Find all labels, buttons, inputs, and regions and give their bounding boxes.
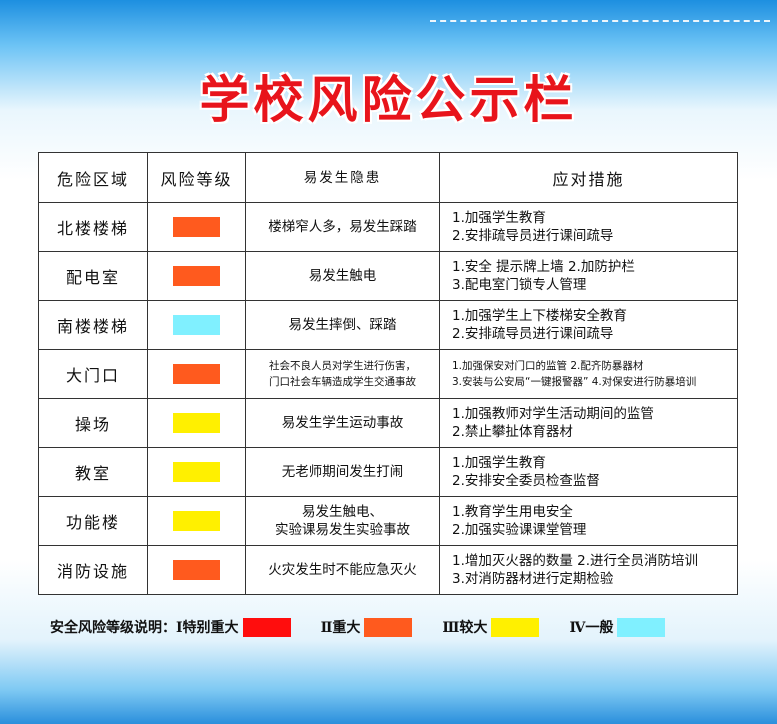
measure-line: 1.教育学生用电安全 [452, 504, 573, 520]
level-cell [147, 447, 246, 497]
hazard-line: 社会不良人员对学生进行伤害， [269, 360, 416, 372]
measure-line: 2.安排疏导员进行课间疏导 [452, 326, 614, 342]
hazard-line: 楼梯窄人多，易发生踩踏 [268, 219, 417, 235]
hazard-cell: 楼梯窄人多，易发生踩踏 [245, 202, 440, 252]
hazard-cell: 易发生摔倒、踩踏 [245, 300, 440, 350]
level-cell [147, 300, 246, 350]
level-cell [147, 398, 246, 448]
table-row: 消防设施 火灾发生时不能应急灭火 1.增加灭火器的数量 2.进行全员消防培训 3.对消… [38, 545, 738, 595]
table-row: 大门口 社会不良人员对学生进行伤害， 门口社会车辆造成学生交通事故 1.加强保安对门口… [38, 349, 738, 399]
hazard-cell: 火灾发生时不能应急灭火 [245, 545, 440, 595]
risk-table: 危险区域 风险等级 易发生隐患 应对措施 北楼楼梯 楼梯窄人多，易发生踩踏 1.加强… [38, 152, 738, 595]
measures-cell: 1.增加灭火器的数量 2.进行全员消防培训 3.对消防器材进行定期检验 [439, 545, 738, 595]
table-header-row: 危险区域 风险等级 易发生隐患 应对措施 [38, 152, 738, 203]
measure-line: 2.安排安全委员检查监督 [452, 473, 600, 489]
header-level: 风险等级 [147, 152, 246, 203]
header-hazard: 易发生隐患 [245, 152, 440, 203]
measure-line: 1.加强学生教育 [452, 455, 546, 471]
area-cell: 配电室 [38, 251, 148, 301]
measure-line: 2.安排疏导员进行课间疏导 [452, 228, 614, 244]
area-cell: 教室 [38, 447, 148, 497]
measure-line: 2.加强实验课课堂管理 [452, 522, 587, 538]
hazard-line: 易发生摔倒、踩踏 [288, 317, 397, 333]
risk-level-swatch [173, 364, 220, 384]
risk-level-swatch [173, 413, 220, 433]
area-cell: 操场 [38, 398, 148, 448]
measure-line: 1.加强教师对学生活动期间的监管 [452, 406, 654, 422]
hazard-line: 易发生触电、 [302, 504, 383, 520]
risk-level-swatch [173, 462, 220, 482]
area-cell: 消防设施 [38, 545, 148, 595]
area-cell: 功能楼 [38, 496, 148, 546]
measures-cell: 1.安全 提示牌上墙 2.加防护栏 3.配电室门锁专人管理 [439, 251, 738, 301]
risk-level-swatch [173, 560, 220, 580]
legend-swatch [242, 617, 291, 637]
level-cell [147, 496, 246, 546]
measure-line: 1.安全 提示牌上墙 2.加防护栏 [452, 259, 635, 275]
hazard-cell: 社会不良人员对学生进行伤害， 门口社会车辆造成学生交通事故 [245, 349, 440, 399]
measure-line: 3.配电室门锁专人管理 [452, 277, 587, 293]
table-row: 南楼楼梯 易发生摔倒、踩踏 1.加强学生上下楼梯安全教育 2.安排疏导员进行课间疏导 [38, 300, 738, 350]
table-row: 教室 无老师期间发生打闹 1.加强学生教育 2.安排安全委员检查监督 [38, 447, 738, 497]
measure-line: 1.增加灭火器的数量 2.进行全员消防培训 [452, 553, 699, 569]
hazard-cell: 无老师期间发生打闹 [245, 447, 440, 497]
table-row: 操场 易发生学生运动事故 1.加强教师对学生活动期间的监管 2.禁止攀扯体育器材 [38, 398, 738, 448]
area-cell: 北楼楼梯 [38, 202, 148, 252]
legend-item-label: Ⅰ特别重大 [176, 620, 239, 636]
measure-line: 2.禁止攀扯体育器材 [452, 424, 573, 440]
legend-item-label: Ⅱ重大 [320, 620, 361, 636]
legend-label: 安全风险等级说明： [50, 620, 176, 636]
page-title: 学校风险公示栏 [199, 71, 578, 129]
legend-item-label: Ⅲ较大 [442, 620, 488, 636]
header-area: 危险区域 [38, 152, 148, 203]
legend-swatch [364, 617, 413, 637]
level-cell [147, 349, 246, 399]
risk-level-swatch [173, 266, 220, 286]
measures-cell: 1.加强保安对门口的监管 2.配齐防暴器材 3.安装与公安局“一键报警器” 4.对… [439, 349, 738, 399]
measures-cell: 1.教育学生用电安全 2.加强实验课课堂管理 [439, 496, 738, 546]
measures-cell: 1.加强学生上下楼梯安全教育 2.安排疏导员进行课间疏导 [439, 300, 738, 350]
area-cell: 南楼楼梯 [38, 300, 148, 350]
measure-line: 1.加强学生教育 [452, 210, 546, 226]
hazard-line: 实验课易发生实验事故 [275, 522, 410, 538]
hazard-cell: 易发生触电 [245, 251, 440, 301]
hazard-line: 火灾发生时不能应急灭火 [268, 562, 417, 578]
measure-line: 3.安装与公安局“一键报警器” 4.对保安进行防暴培训 [452, 376, 697, 388]
risk-level-legend: 安全风险等级说明： Ⅰ特别重大 Ⅱ重大 Ⅲ较大 Ⅳ一般 [50, 617, 695, 637]
hazard-cell: 易发生触电、实验课易发生实验事故 [245, 496, 440, 546]
measures-cell: 1.加强学生教育 2.安排安全委员检查监督 [439, 447, 738, 497]
table-row: 配电室 易发生触电 1.安全 提示牌上墙 2.加防护栏 3.配电室门锁专人管理 [38, 251, 738, 301]
table-row: 功能楼 易发生触电、实验课易发生实验事故 1.教育学生用电安全 2.加强实验课课堂管理 [38, 496, 738, 546]
hazard-line: 易发生学生运动事故 [281, 415, 404, 431]
decorative-dashed-line [430, 20, 770, 22]
risk-level-swatch [173, 217, 220, 237]
header-measures: 应对措施 [439, 152, 738, 203]
risk-level-swatch [173, 315, 220, 335]
measure-line: 1.加强保安对门口的监管 2.配齐防暴器材 [452, 360, 644, 372]
area-cell: 大门口 [38, 349, 148, 399]
hazard-line: 无老师期间发生打闹 [281, 464, 404, 480]
hazard-line: 易发生触电 [308, 268, 377, 284]
measures-cell: 1.加强学生教育 2.安排疏导员进行课间疏导 [439, 202, 738, 252]
risk-level-swatch [173, 511, 220, 531]
level-cell [147, 545, 246, 595]
hazard-cell: 易发生学生运动事故 [245, 398, 440, 448]
hazard-line: 门口社会车辆造成学生交通事故 [269, 376, 416, 388]
legend-item-label: Ⅳ一般 [569, 620, 614, 636]
table-body: 北楼楼梯 楼梯窄人多，易发生踩踏 1.加强学生教育 2.安排疏导员进行课间疏导 配电室易… [38, 202, 738, 595]
table-row: 北楼楼梯 楼梯窄人多，易发生踩踏 1.加强学生教育 2.安排疏导员进行课间疏导 [38, 202, 738, 252]
measures-cell: 1.加强教师对学生活动期间的监管 2.禁止攀扯体育器材 [439, 398, 738, 448]
level-cell [147, 251, 246, 301]
legend-swatch [617, 617, 666, 637]
measure-line: 1.加强学生上下楼梯安全教育 [452, 308, 627, 324]
legend-swatch [491, 617, 540, 637]
measure-line: 3.对消防器材进行定期检验 [452, 571, 614, 587]
level-cell [147, 202, 246, 252]
